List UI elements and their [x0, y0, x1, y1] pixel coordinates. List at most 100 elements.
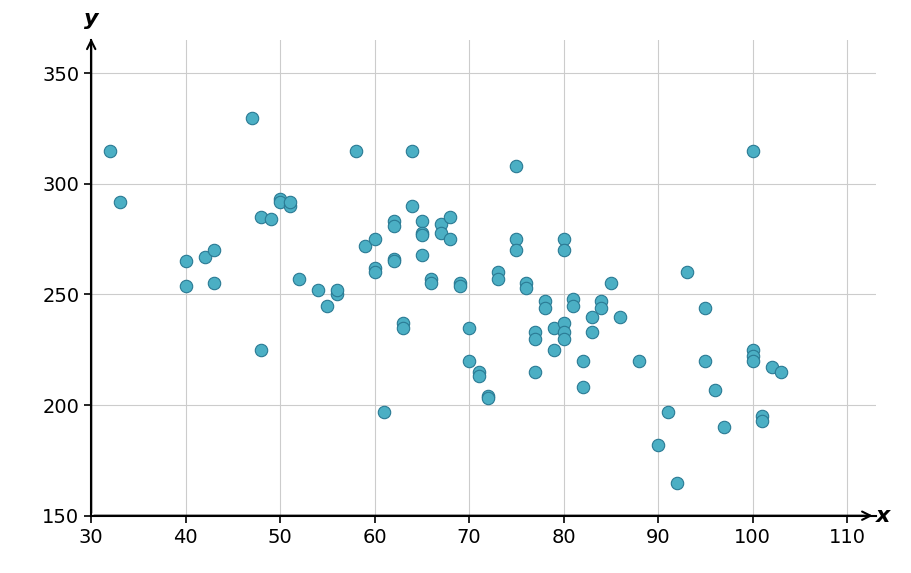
Point [415, 230, 429, 240]
Point [367, 264, 382, 273]
Point [320, 301, 334, 310]
Point [404, 146, 419, 155]
Point [471, 372, 486, 381]
Point [395, 319, 410, 328]
Point [282, 202, 297, 211]
Point [631, 356, 646, 366]
Point [103, 146, 118, 155]
Point [443, 213, 457, 222]
Point [744, 345, 759, 354]
Point [386, 217, 401, 226]
Point [263, 215, 278, 224]
Point [415, 217, 429, 226]
Point [754, 416, 769, 425]
Point [744, 352, 759, 361]
Point [179, 281, 193, 291]
Point [716, 423, 731, 432]
Point [480, 392, 495, 401]
Point [443, 234, 457, 244]
Point [329, 290, 343, 299]
Point [386, 221, 401, 230]
Text: y: y [84, 9, 98, 29]
Point [480, 394, 495, 403]
Point [471, 367, 486, 376]
Point [207, 246, 221, 255]
Point [112, 197, 127, 206]
Point [537, 297, 551, 306]
Point [508, 162, 523, 171]
Point [367, 234, 382, 244]
Point [376, 407, 391, 417]
Point [527, 334, 542, 343]
Point [367, 268, 382, 277]
Point [527, 367, 542, 376]
Text: x: x [875, 506, 889, 525]
Point [650, 440, 665, 449]
Point [763, 363, 778, 372]
Point [272, 195, 287, 204]
Point [547, 345, 561, 354]
Point [292, 274, 306, 284]
Point [773, 367, 787, 376]
Point [584, 312, 599, 321]
Point [386, 257, 401, 266]
Point [556, 319, 570, 328]
Point [518, 279, 533, 288]
Point [584, 328, 599, 337]
Point [575, 383, 589, 392]
Point [669, 478, 683, 487]
Point [179, 257, 193, 266]
Point [395, 323, 410, 332]
Point [556, 234, 570, 244]
Point [603, 279, 618, 288]
Point [537, 303, 551, 312]
Point [461, 323, 476, 332]
Point [254, 213, 269, 222]
Point [415, 228, 429, 237]
Point [424, 279, 438, 288]
Point [679, 268, 693, 277]
Point [272, 197, 287, 206]
Point [452, 279, 466, 288]
Point [508, 234, 523, 244]
Point [433, 219, 447, 228]
Point [452, 281, 466, 291]
Point [660, 407, 674, 417]
Point [386, 254, 401, 264]
Point [754, 411, 769, 421]
Point [424, 274, 438, 284]
Point [207, 279, 221, 288]
Point [565, 301, 579, 310]
Point [612, 312, 627, 321]
Point [490, 268, 505, 277]
Point [508, 246, 523, 255]
Point [556, 246, 570, 255]
Point [461, 356, 476, 366]
Point [197, 252, 211, 261]
Point [433, 228, 447, 237]
Point [415, 250, 429, 259]
Point [254, 345, 269, 354]
Point [707, 385, 722, 394]
Point [329, 285, 343, 295]
Point [404, 202, 419, 211]
Point [565, 295, 579, 304]
Point [244, 113, 259, 122]
Point [697, 303, 711, 312]
Point [575, 356, 589, 366]
Point [490, 274, 505, 284]
Point [348, 146, 363, 155]
Point [282, 197, 297, 206]
Point [697, 356, 711, 366]
Point [744, 146, 759, 155]
Point [556, 328, 570, 337]
Point [527, 328, 542, 337]
Point [744, 356, 759, 366]
Point [594, 303, 609, 312]
Point [547, 323, 561, 332]
Point [311, 285, 325, 295]
Point [594, 297, 609, 306]
Point [357, 241, 372, 250]
Point [556, 334, 570, 343]
Point [518, 283, 533, 292]
